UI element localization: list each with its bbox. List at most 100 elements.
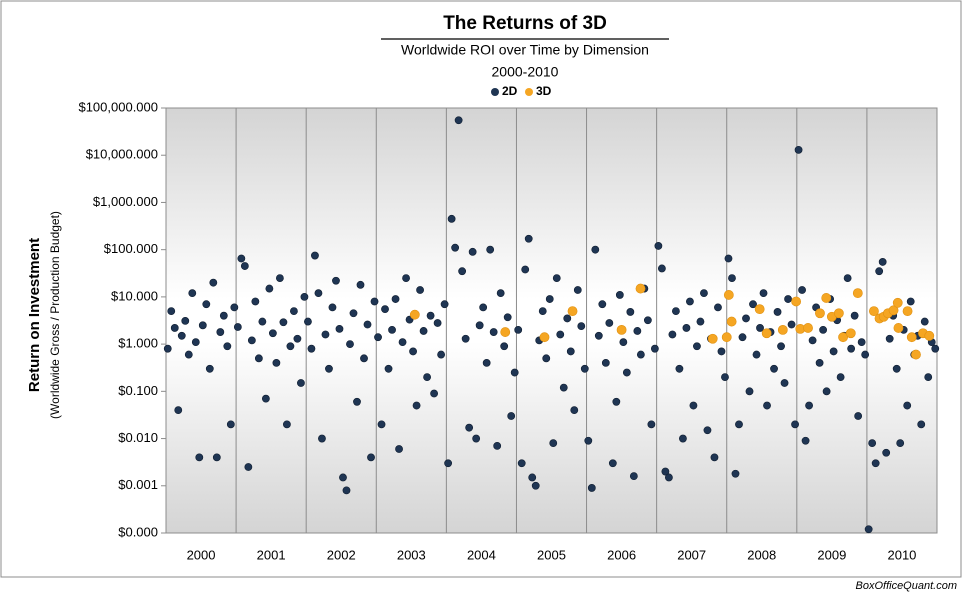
point bbox=[440, 300, 449, 309]
point bbox=[570, 406, 579, 415]
point bbox=[367, 453, 375, 462]
point bbox=[661, 467, 670, 476]
point bbox=[433, 319, 442, 327]
point bbox=[538, 307, 547, 316]
point bbox=[503, 313, 512, 322]
point bbox=[726, 316, 737, 327]
point bbox=[924, 373, 933, 382]
point bbox=[360, 354, 368, 363]
point bbox=[181, 317, 190, 325]
point bbox=[833, 308, 844, 319]
y-tick-label: $1.000 bbox=[118, 336, 158, 351]
point bbox=[265, 284, 274, 293]
point bbox=[791, 296, 802, 307]
point bbox=[279, 318, 288, 327]
point bbox=[598, 300, 607, 309]
point bbox=[423, 373, 431, 382]
point bbox=[275, 274, 284, 282]
point bbox=[636, 350, 645, 359]
y-tick-label: $10,000.000 bbox=[86, 147, 158, 162]
point bbox=[163, 344, 172, 353]
point bbox=[426, 311, 435, 320]
point bbox=[363, 320, 372, 329]
point bbox=[784, 295, 792, 303]
legend-marker bbox=[491, 88, 499, 96]
point bbox=[845, 328, 856, 339]
point bbox=[643, 316, 652, 325]
point bbox=[931, 344, 940, 353]
point bbox=[738, 333, 747, 342]
point bbox=[594, 331, 603, 340]
point bbox=[742, 314, 750, 323]
point bbox=[854, 412, 863, 420]
point bbox=[622, 368, 631, 377]
point bbox=[724, 254, 733, 263]
point bbox=[493, 441, 502, 450]
point bbox=[601, 359, 610, 367]
point bbox=[566, 347, 575, 356]
point bbox=[616, 324, 627, 335]
point bbox=[577, 322, 586, 331]
point bbox=[801, 436, 810, 445]
point bbox=[349, 309, 358, 318]
point bbox=[857, 338, 866, 347]
plot-border bbox=[165, 107, 938, 534]
point bbox=[216, 328, 225, 336]
point bbox=[293, 334, 302, 343]
point bbox=[395, 445, 403, 453]
point bbox=[475, 321, 484, 330]
x-tick-label: 2003 bbox=[397, 547, 426, 562]
point bbox=[710, 453, 719, 462]
point bbox=[703, 426, 712, 435]
point bbox=[517, 459, 526, 468]
point bbox=[209, 278, 218, 287]
point bbox=[885, 334, 894, 343]
point bbox=[665, 473, 673, 482]
point bbox=[486, 245, 495, 254]
y-tick-label: $100,000.000 bbox=[78, 99, 158, 114]
point bbox=[843, 274, 852, 282]
point bbox=[454, 116, 463, 125]
point bbox=[230, 303, 239, 312]
point bbox=[852, 288, 863, 299]
point bbox=[335, 324, 344, 333]
point bbox=[479, 303, 488, 312]
point bbox=[847, 344, 856, 353]
point bbox=[342, 486, 351, 495]
point bbox=[332, 276, 340, 285]
point bbox=[314, 289, 323, 298]
point bbox=[539, 332, 550, 343]
point bbox=[409, 309, 420, 320]
point bbox=[482, 359, 491, 367]
point bbox=[626, 308, 635, 316]
point bbox=[693, 342, 701, 351]
y-tick-label: $100.000 bbox=[104, 241, 158, 256]
point bbox=[759, 289, 768, 298]
point bbox=[689, 401, 698, 410]
point bbox=[188, 289, 197, 298]
point bbox=[468, 247, 477, 256]
point bbox=[924, 330, 935, 341]
legend-label: 3D bbox=[536, 84, 552, 98]
point bbox=[696, 317, 705, 326]
point bbox=[821, 293, 832, 303]
point bbox=[261, 394, 270, 403]
point bbox=[524, 234, 533, 243]
x-tick-label: 2007 bbox=[677, 547, 706, 562]
point bbox=[258, 317, 267, 326]
point bbox=[882, 448, 891, 457]
point bbox=[917, 420, 926, 429]
point bbox=[893, 323, 904, 333]
point bbox=[447, 214, 456, 223]
point bbox=[307, 344, 316, 353]
point bbox=[412, 401, 421, 410]
point bbox=[584, 436, 593, 445]
point bbox=[686, 297, 694, 306]
point bbox=[773, 308, 782, 316]
point bbox=[318, 434, 326, 443]
point bbox=[635, 283, 646, 294]
point bbox=[311, 251, 319, 260]
point bbox=[731, 469, 740, 478]
